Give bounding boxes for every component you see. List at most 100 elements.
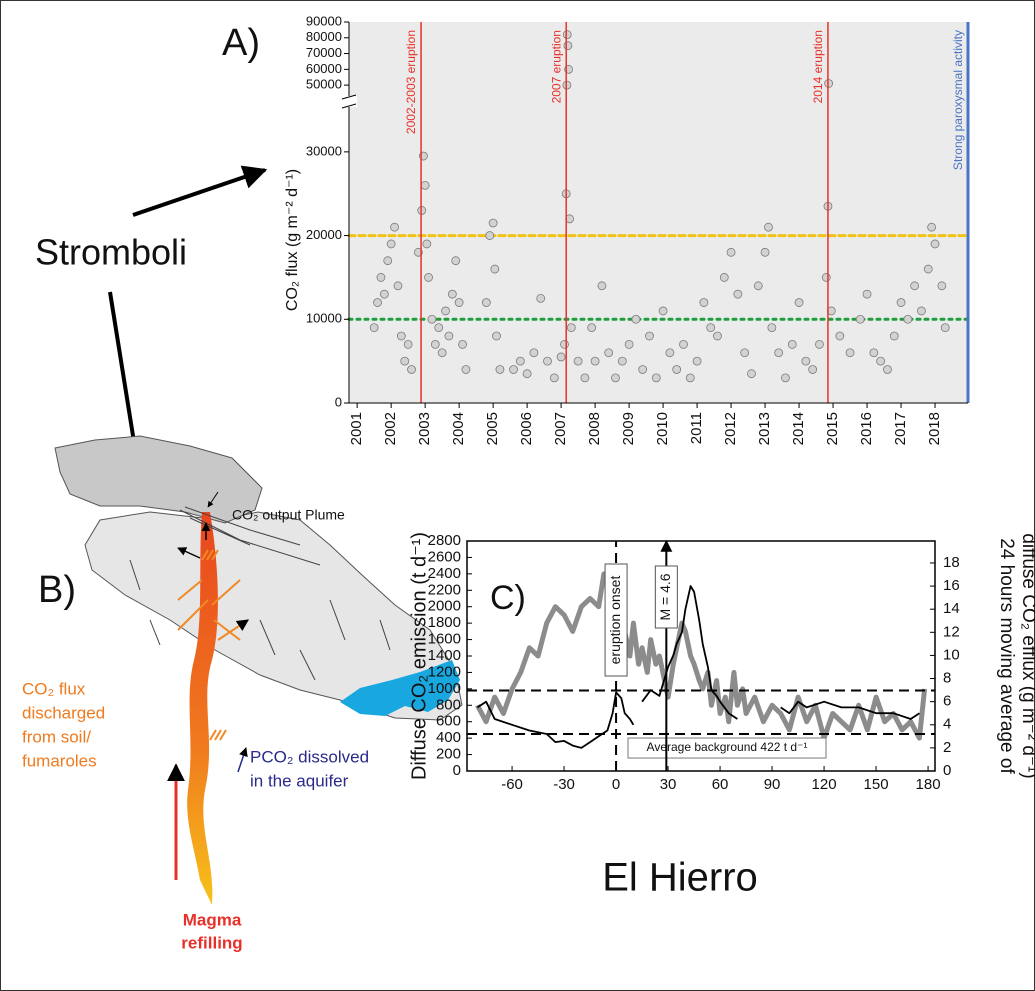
data-point (580, 373, 590, 383)
event-label: 2007 eruption (549, 30, 563, 103)
data-point (794, 298, 804, 307)
arrow (132, 165, 268, 217)
stromboli-diagram: CO₂ output Plume B) CO₂ flux discharged … (22, 435, 463, 952)
data-point (767, 323, 777, 333)
data-point (821, 273, 831, 282)
flux-line: fumaroles (22, 751, 97, 770)
data-point (451, 256, 461, 266)
event-label: M = 4.6 (657, 573, 673, 620)
data-point (427, 314, 437, 324)
plume-label: CO₂ output Plume (232, 507, 345, 523)
x-tick-label: 2002 (382, 412, 399, 445)
data-point (430, 339, 440, 349)
x-tick-label: 2016 (858, 412, 875, 445)
event-label: Strong paroxysmal activity (951, 30, 965, 170)
data-point (869, 348, 879, 358)
y-axis-title: Diffuse CO₂ emission (t d⁻¹) (408, 532, 430, 780)
data-point (808, 365, 818, 374)
x-tick-label: 2015 (824, 412, 841, 445)
data-line (475, 571, 928, 741)
y2-tick-label: 12 (943, 623, 960, 640)
x-tick-label: 2013 (756, 412, 773, 445)
event-label: 2002-2003 eruption (404, 30, 418, 134)
data-point (458, 339, 467, 349)
data-point (815, 339, 824, 349)
data-point (845, 348, 855, 358)
data-point (434, 323, 444, 333)
region-label: El Hierro (602, 856, 758, 900)
data-point (733, 289, 743, 299)
x-tick-label: 120 (812, 776, 837, 793)
data-point (699, 298, 709, 307)
data-point (422, 239, 432, 249)
y-tick-label: 600 (436, 713, 461, 730)
x-tick-label: 2007 (552, 412, 569, 445)
data-point (396, 331, 406, 341)
y-tick-label: 2400 (428, 565, 461, 582)
arrow (207, 491, 219, 508)
island (84, 511, 463, 721)
region-label: Stromboli (35, 232, 187, 273)
data-point (437, 348, 447, 358)
data-point (376, 273, 386, 282)
x-tick-label: -30 (553, 776, 575, 793)
data-point (573, 356, 583, 366)
data-point (930, 239, 940, 249)
label-box (604, 563, 628, 677)
x-tick-label: 2009 (620, 412, 637, 445)
x-tick-label: 2012 (722, 412, 739, 445)
data-point (658, 306, 668, 316)
data-point (910, 281, 920, 291)
data-point (420, 180, 430, 190)
aquifer-label: in the aquifer (250, 771, 349, 790)
data-point (604, 348, 614, 358)
x-tick-label: 2003 (416, 412, 433, 445)
data-point (590, 356, 600, 366)
arrow (177, 547, 201, 559)
data-point (747, 369, 756, 379)
x-tick-label: 30 (660, 776, 677, 793)
data-point (713, 331, 722, 341)
label-box (654, 565, 678, 629)
data-point (403, 339, 413, 349)
data-point (692, 356, 702, 366)
data-point (685, 373, 695, 383)
y2-axis-title: 24 hours moving average of (996, 538, 1017, 774)
data-point (753, 281, 763, 291)
y-tick-label: 400 (436, 729, 461, 746)
data-point (679, 339, 688, 349)
gas-marks (201, 549, 227, 741)
y-tick-label: 80000 (306, 29, 342, 44)
flux-label: CO₂ flux discharged from soil/ fumaroles (22, 679, 105, 770)
magma-label: refilling (181, 933, 242, 952)
data-point (515, 356, 525, 366)
data-point (940, 323, 950, 333)
x-tick-label: 90 (764, 776, 781, 793)
x-tick-label: 2001 (348, 412, 365, 445)
data-point (495, 365, 505, 374)
data-point (444, 331, 454, 341)
plot-background (349, 22, 968, 403)
y2-tick-label: 0 (943, 762, 951, 779)
y2-tick-label: 16 (943, 577, 960, 594)
y-tick-label: 50000 (306, 77, 342, 92)
data-point (373, 298, 382, 307)
y2-tick-label: 10 (943, 646, 960, 663)
data-point (787, 339, 797, 349)
y-tick-label: 10000 (306, 311, 342, 326)
data-point (379, 289, 389, 299)
data-point (617, 356, 627, 366)
data-point (624, 339, 634, 349)
y2-tick-label: 2 (943, 739, 951, 756)
flux-line: from soil/ (22, 727, 91, 746)
data-line (641, 585, 738, 720)
x-tick-label: 0 (612, 776, 620, 793)
data-point (774, 348, 784, 358)
data-point (383, 256, 393, 266)
y-tick-label: 1600 (428, 631, 461, 648)
data-point (876, 356, 886, 366)
flux-line: discharged (22, 703, 105, 722)
data-point (481, 298, 491, 307)
